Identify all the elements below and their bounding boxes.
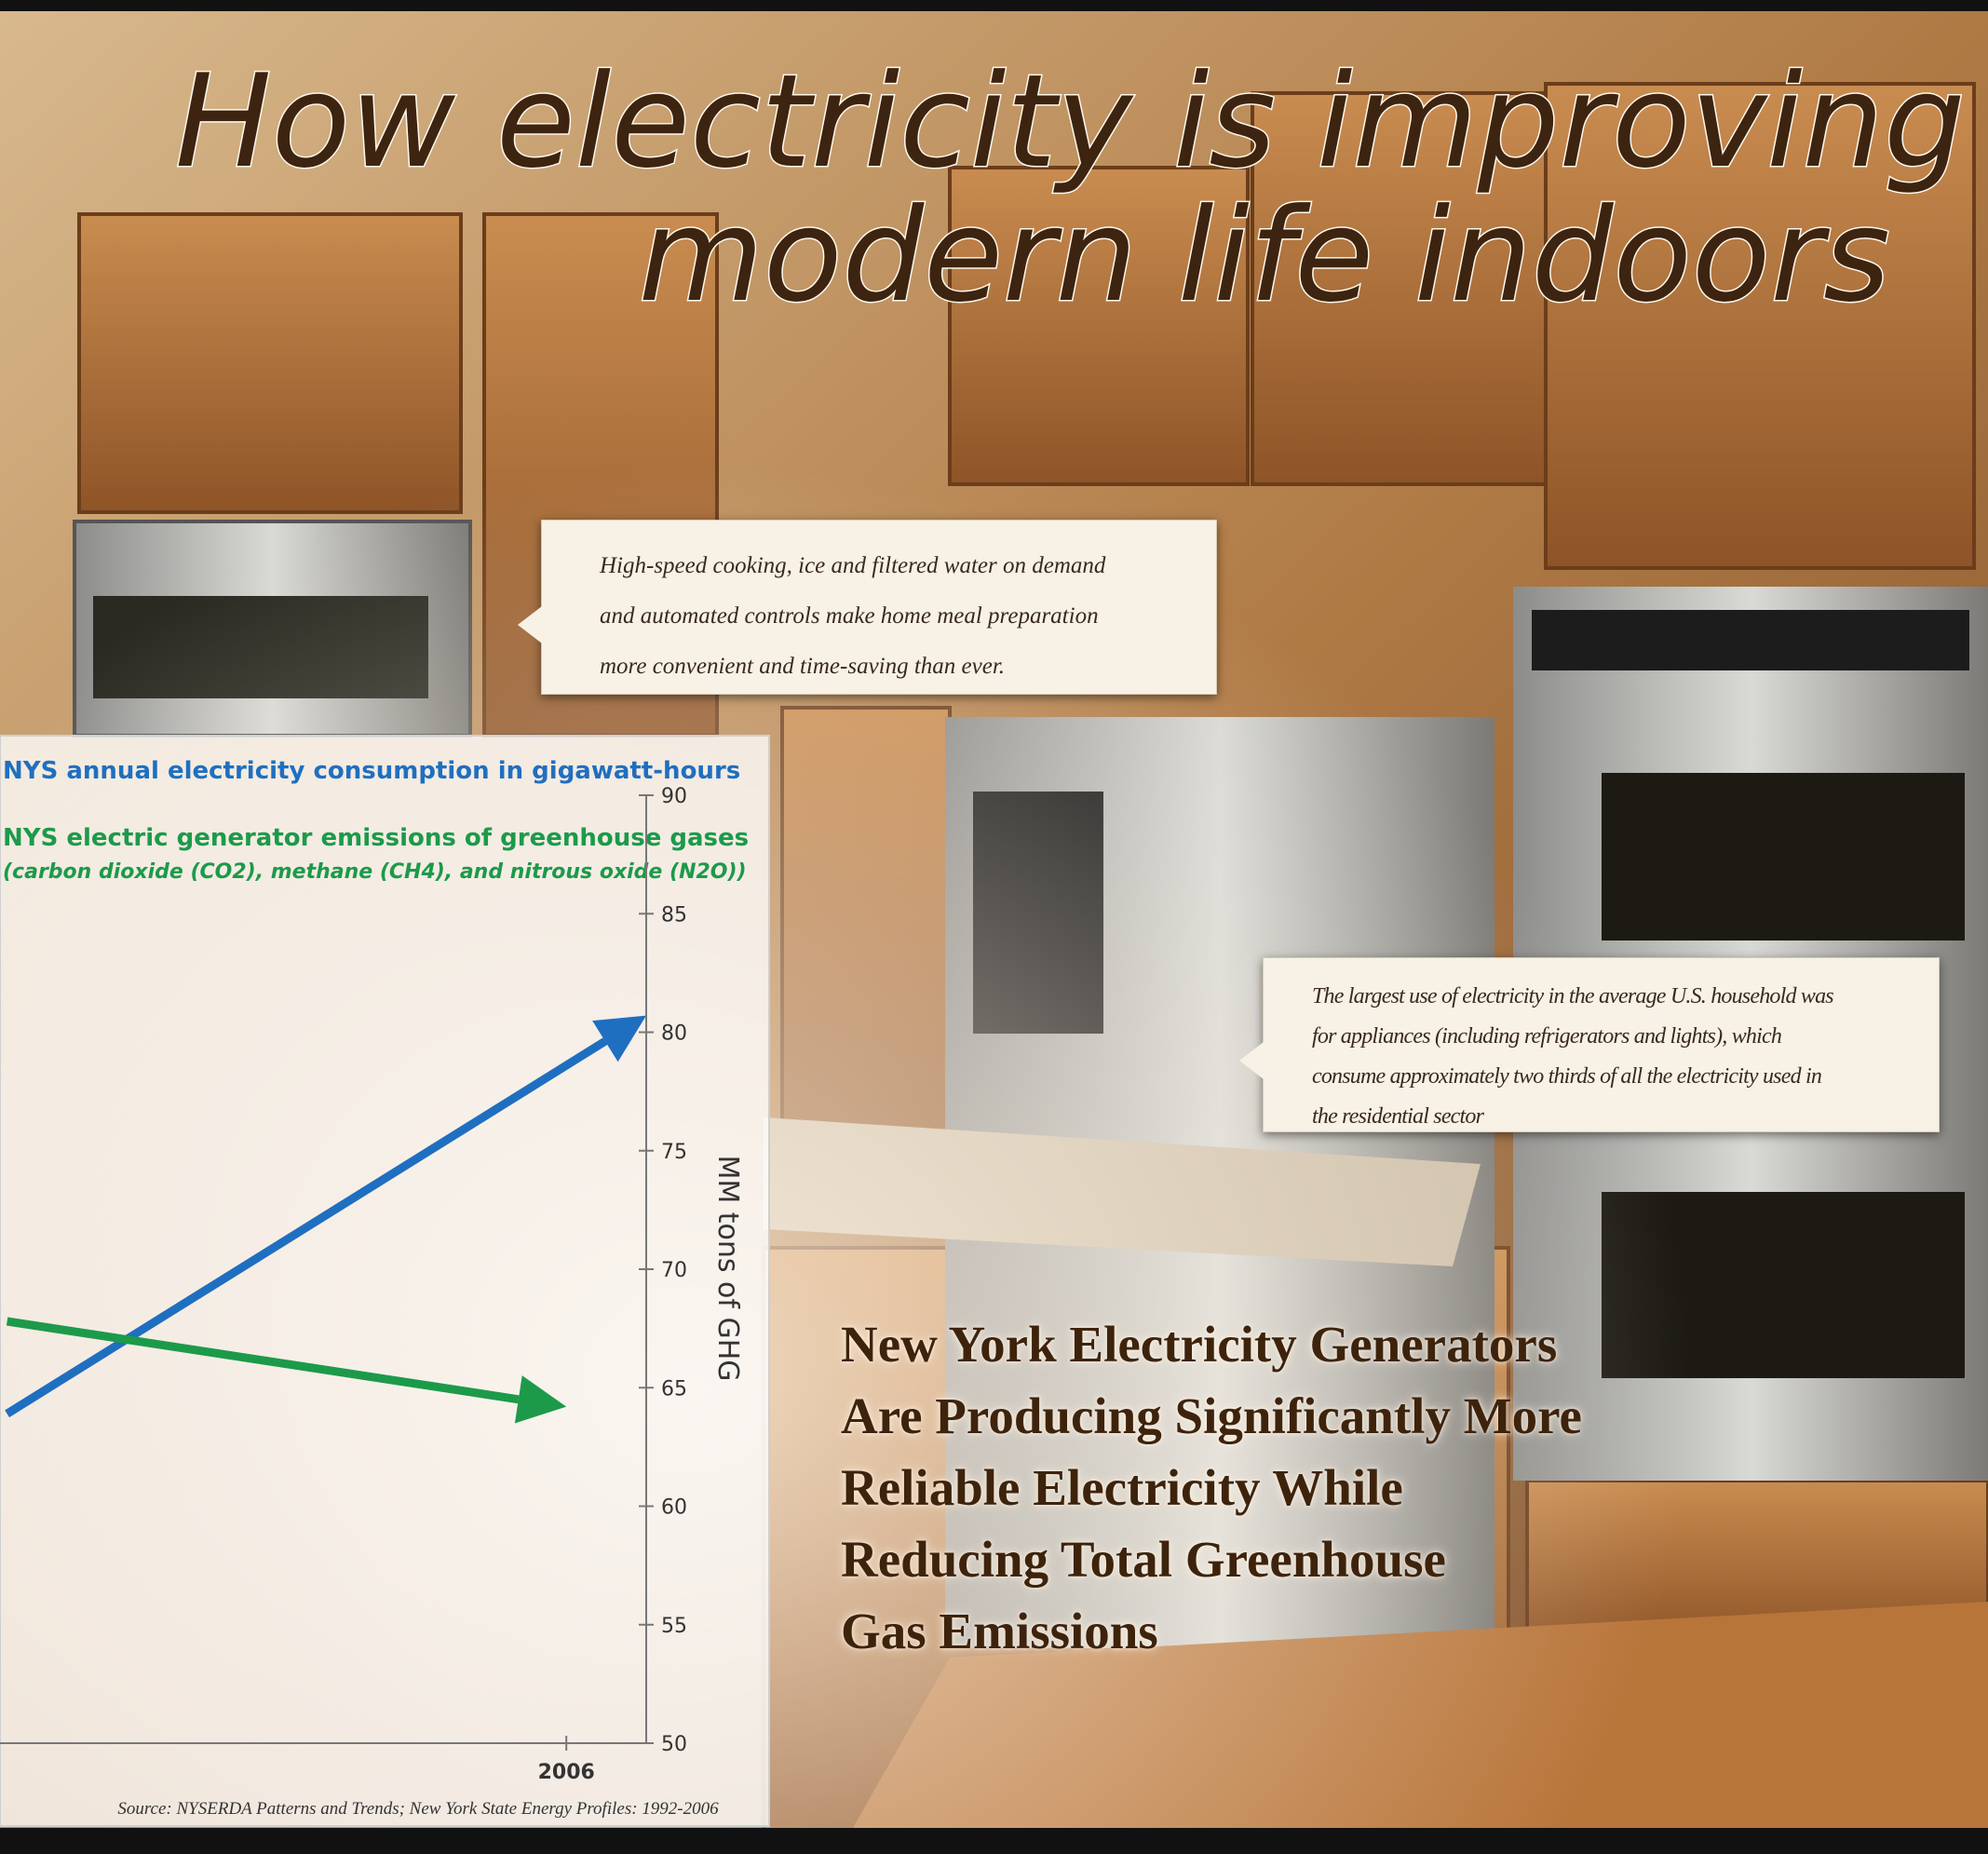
chart: NYS annual electricity consumption in gi… <box>0 0 1988 1854</box>
y-tick-label: 75 <box>661 1141 687 1164</box>
y-tick-label: 50 <box>661 1733 687 1756</box>
page: How electricity is improving modern life… <box>0 0 1988 1854</box>
y-tick-label: 65 <box>661 1377 687 1401</box>
y-tick-label: 90 <box>661 785 687 808</box>
y-tick-label: 70 <box>661 1259 687 1282</box>
y-tick-label: 60 <box>661 1496 687 1520</box>
y-tick-label: 55 <box>661 1615 687 1638</box>
x-tick-label: 2006 <box>538 1761 595 1784</box>
y-axis-label: MM tons of GHG <box>711 1155 744 1381</box>
source-note: Source: NYSERDA Patterns and Trends; New… <box>117 1799 719 1819</box>
legend-entry: NYS electric generator emissions of gree… <box>3 824 749 852</box>
y-tick-label: 85 <box>661 903 687 927</box>
chart-panel <box>0 736 769 1826</box>
legend-subtitle: (carbon dioxide (CO2), methane (CH4), an… <box>3 860 747 884</box>
legend-entry: NYS annual electricity consumption in gi… <box>3 757 740 785</box>
y-tick-label: 80 <box>661 1022 687 1046</box>
